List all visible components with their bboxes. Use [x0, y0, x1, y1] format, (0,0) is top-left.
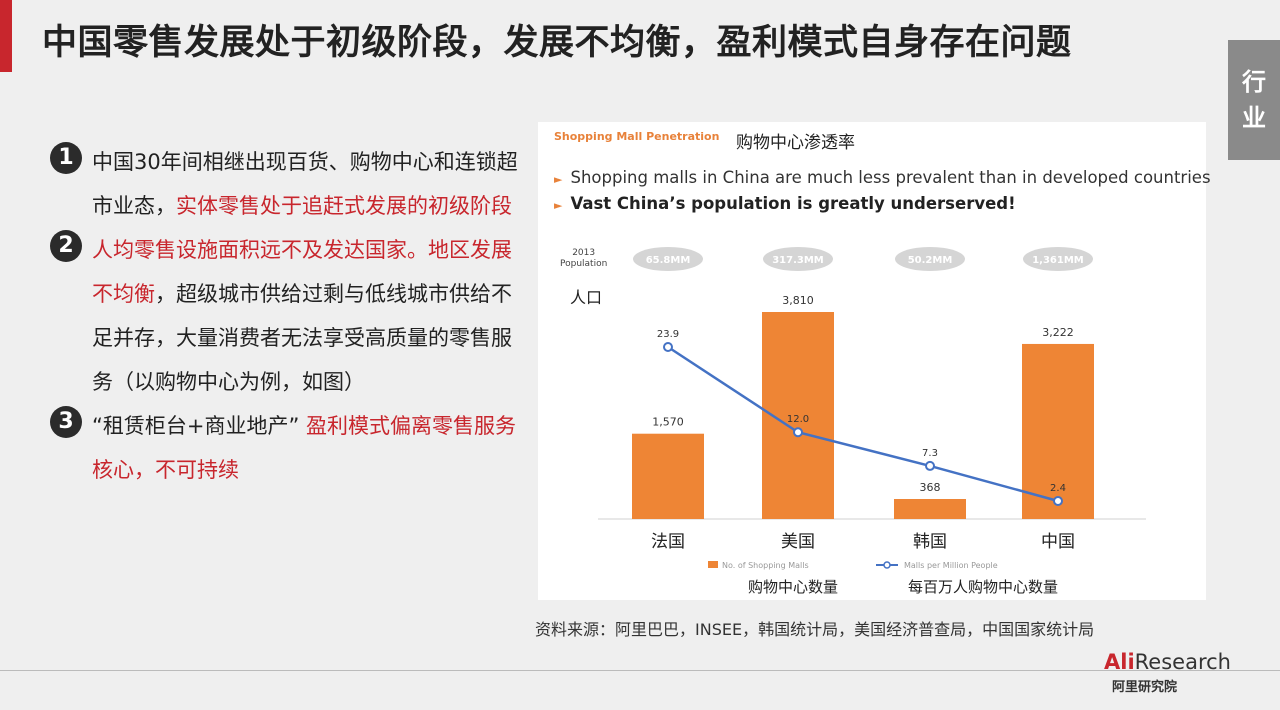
bar-value-label: 3,810 — [782, 294, 814, 307]
source-note: 资料来源：阿里巴巴，INSEE，韩国统计局，美国经济普查局，中国国家统计局 — [535, 620, 1095, 639]
point-text: “租赁柜台+商业地产” — [92, 414, 307, 438]
line-malls-per-million — [667, 345, 1059, 503]
point-text: 中国30年间相继出现百货、购物中心和连锁超市业态， — [92, 150, 518, 218]
population-bubble — [633, 247, 703, 271]
logo-research: Research — [1134, 650, 1231, 674]
point-number-badge: 1 — [50, 142, 82, 174]
point-highlight: 盈利模式偏离零售服务核心，不可持续 — [92, 414, 517, 482]
legend-line-marker — [883, 561, 891, 569]
chart-en-title: Shopping Mall Penetration — [554, 130, 720, 143]
side-tab-char-1: 行 — [1242, 68, 1266, 96]
population-year: 2013 — [572, 248, 596, 258]
point-2: 2 人均零售设施面积远不及发达国家。地区发展不均衡，超级城市供给过剩与低线城市供… — [46, 228, 526, 404]
population-value: 50.2MM — [908, 255, 953, 266]
line-point — [1053, 496, 1063, 506]
bar-malls — [894, 499, 966, 519]
point-number-badge: 3 — [50, 406, 82, 438]
category-label: 法国 — [651, 532, 685, 552]
bullet-text: Vast China’s population is greatly under… — [570, 194, 1016, 213]
line-value-label: 2.4 — [1050, 483, 1066, 494]
category-label: 韩国 — [913, 532, 947, 552]
triangle-bullet-icon: ► — [554, 173, 563, 186]
bar-value-label: 3,222 — [1042, 326, 1074, 339]
side-tab-char-2: 业 — [1242, 104, 1266, 132]
chart-bullet-1: ► Shopping malls in China are much less p… — [554, 168, 1211, 187]
legend-cn-line: 每百万人购物中心数量 — [908, 578, 1058, 596]
slide-title: 中国零售发展处于初级阶段，发展不均衡，盈利模式自身存在问题 — [42, 23, 1072, 63]
footer-divider — [0, 670, 1280, 671]
line-point — [925, 460, 935, 471]
bar-malls — [632, 433, 704, 519]
population-bubble — [763, 247, 833, 271]
line-point — [793, 427, 803, 438]
point-number-badge: 2 — [50, 230, 82, 262]
point-highlight: 实体零售处于追赶式发展的初级阶段 — [176, 194, 512, 218]
population-bubble — [895, 247, 965, 271]
logo-subtitle: 阿里研究院 — [1112, 680, 1178, 695]
population-year-label: 2013 Population — [560, 248, 607, 270]
population-value: 65.8MM — [646, 255, 691, 266]
side-tab[interactable]: 行 业 — [1228, 40, 1280, 160]
legend-bar-label: No. of Shopping Malls — [722, 561, 809, 570]
key-points: 1 中国30年间相继出现百货、购物中心和连锁超市业态，实体零售处于追赶式发展的初… — [46, 140, 526, 492]
population-value: 317.3MM — [772, 255, 824, 266]
shopping-mall-chart: 65.8MM 317.3MM 50.2MM 1,361MM 1,570 3,810 368 3… — [598, 247, 1146, 596]
point-1: 1 中国30年间相继出现百货、购物中心和连锁超市业态，实体零售处于追赶式发展的初… — [46, 140, 526, 228]
legend-line-label: Malls per Million People — [904, 561, 998, 570]
bar-malls — [1022, 343, 1094, 519]
category-label: 中国 — [1041, 532, 1075, 552]
category-label: 美国 — [781, 532, 815, 552]
legend-cn-bar: 购物中心数量 — [748, 578, 838, 596]
line-value-label: 12.0 — [787, 414, 809, 425]
bar-value-label: 1,570 — [652, 416, 684, 429]
point-3: 3 “租赁柜台+商业地产” 盈利模式偏离零售服务核心，不可持续 — [46, 404, 526, 492]
line-value-label: 7.3 — [922, 448, 938, 459]
bar-value-label: 368 — [920, 481, 941, 494]
chart-cn-title: 购物中心渗透率 — [736, 133, 855, 153]
logo-ali: Ali — [1104, 650, 1135, 674]
legend-bar-swatch — [708, 561, 718, 568]
point-tail: ，超级城市供给过剩与低线城市供给不足并存，大量消费者无法享受高质量的零售服务（以… — [92, 282, 512, 394]
triangle-bullet-icon: ► — [554, 199, 563, 212]
population-value: 1,361MM — [1032, 255, 1084, 266]
bullet-text: Shopping malls in China are much less pr… — [570, 168, 1211, 187]
line-point — [663, 342, 673, 352]
point-highlight: 人均零售设施面积远不及发达国家。地区发展不均衡 — [92, 238, 512, 306]
aliresearch-logo: AliResearch — [1104, 650, 1231, 674]
chart-card: Shopping Mall Penetration 购物中心渗透率 ► Shopp… — [538, 122, 1211, 600]
chart-bullet-2: ► Vast China’s population is greatly unde… — [554, 194, 1016, 213]
population-cn-label: 人口 — [570, 288, 603, 307]
population-bubble — [1023, 247, 1093, 271]
line-value-label: 23.9 — [657, 329, 679, 340]
title-accent-bar — [0, 0, 12, 72]
population-word: Population — [560, 259, 608, 269]
